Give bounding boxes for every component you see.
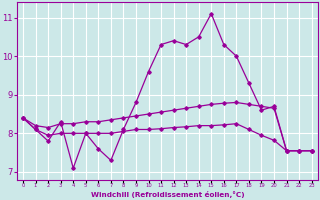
- X-axis label: Windchill (Refroidissement éolien,°C): Windchill (Refroidissement éolien,°C): [91, 191, 244, 198]
